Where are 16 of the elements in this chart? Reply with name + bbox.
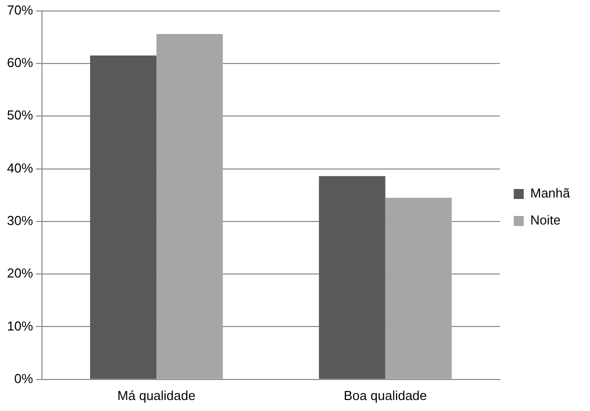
y-tick-label: 10% (6, 318, 34, 334)
y-tick-label: 0% (14, 370, 34, 386)
y-tick-label: 60% (6, 55, 34, 70)
x-tick-label: Má qualidade (117, 388, 196, 403)
y-tick-label: 70% (6, 2, 34, 18)
y-tick-label: 40% (6, 160, 34, 176)
legend-label: Manhã (530, 186, 571, 201)
bar (318, 176, 386, 379)
y-tick-label: 30% (6, 213, 34, 228)
y-tick-label: 20% (6, 266, 34, 281)
bar (385, 198, 452, 379)
bar (90, 56, 156, 379)
x-tick-label: Boa qualidade (344, 388, 427, 403)
y-tick-label: 50% (6, 108, 34, 123)
bar (156, 34, 223, 379)
legend-label: Noite (530, 212, 561, 228)
